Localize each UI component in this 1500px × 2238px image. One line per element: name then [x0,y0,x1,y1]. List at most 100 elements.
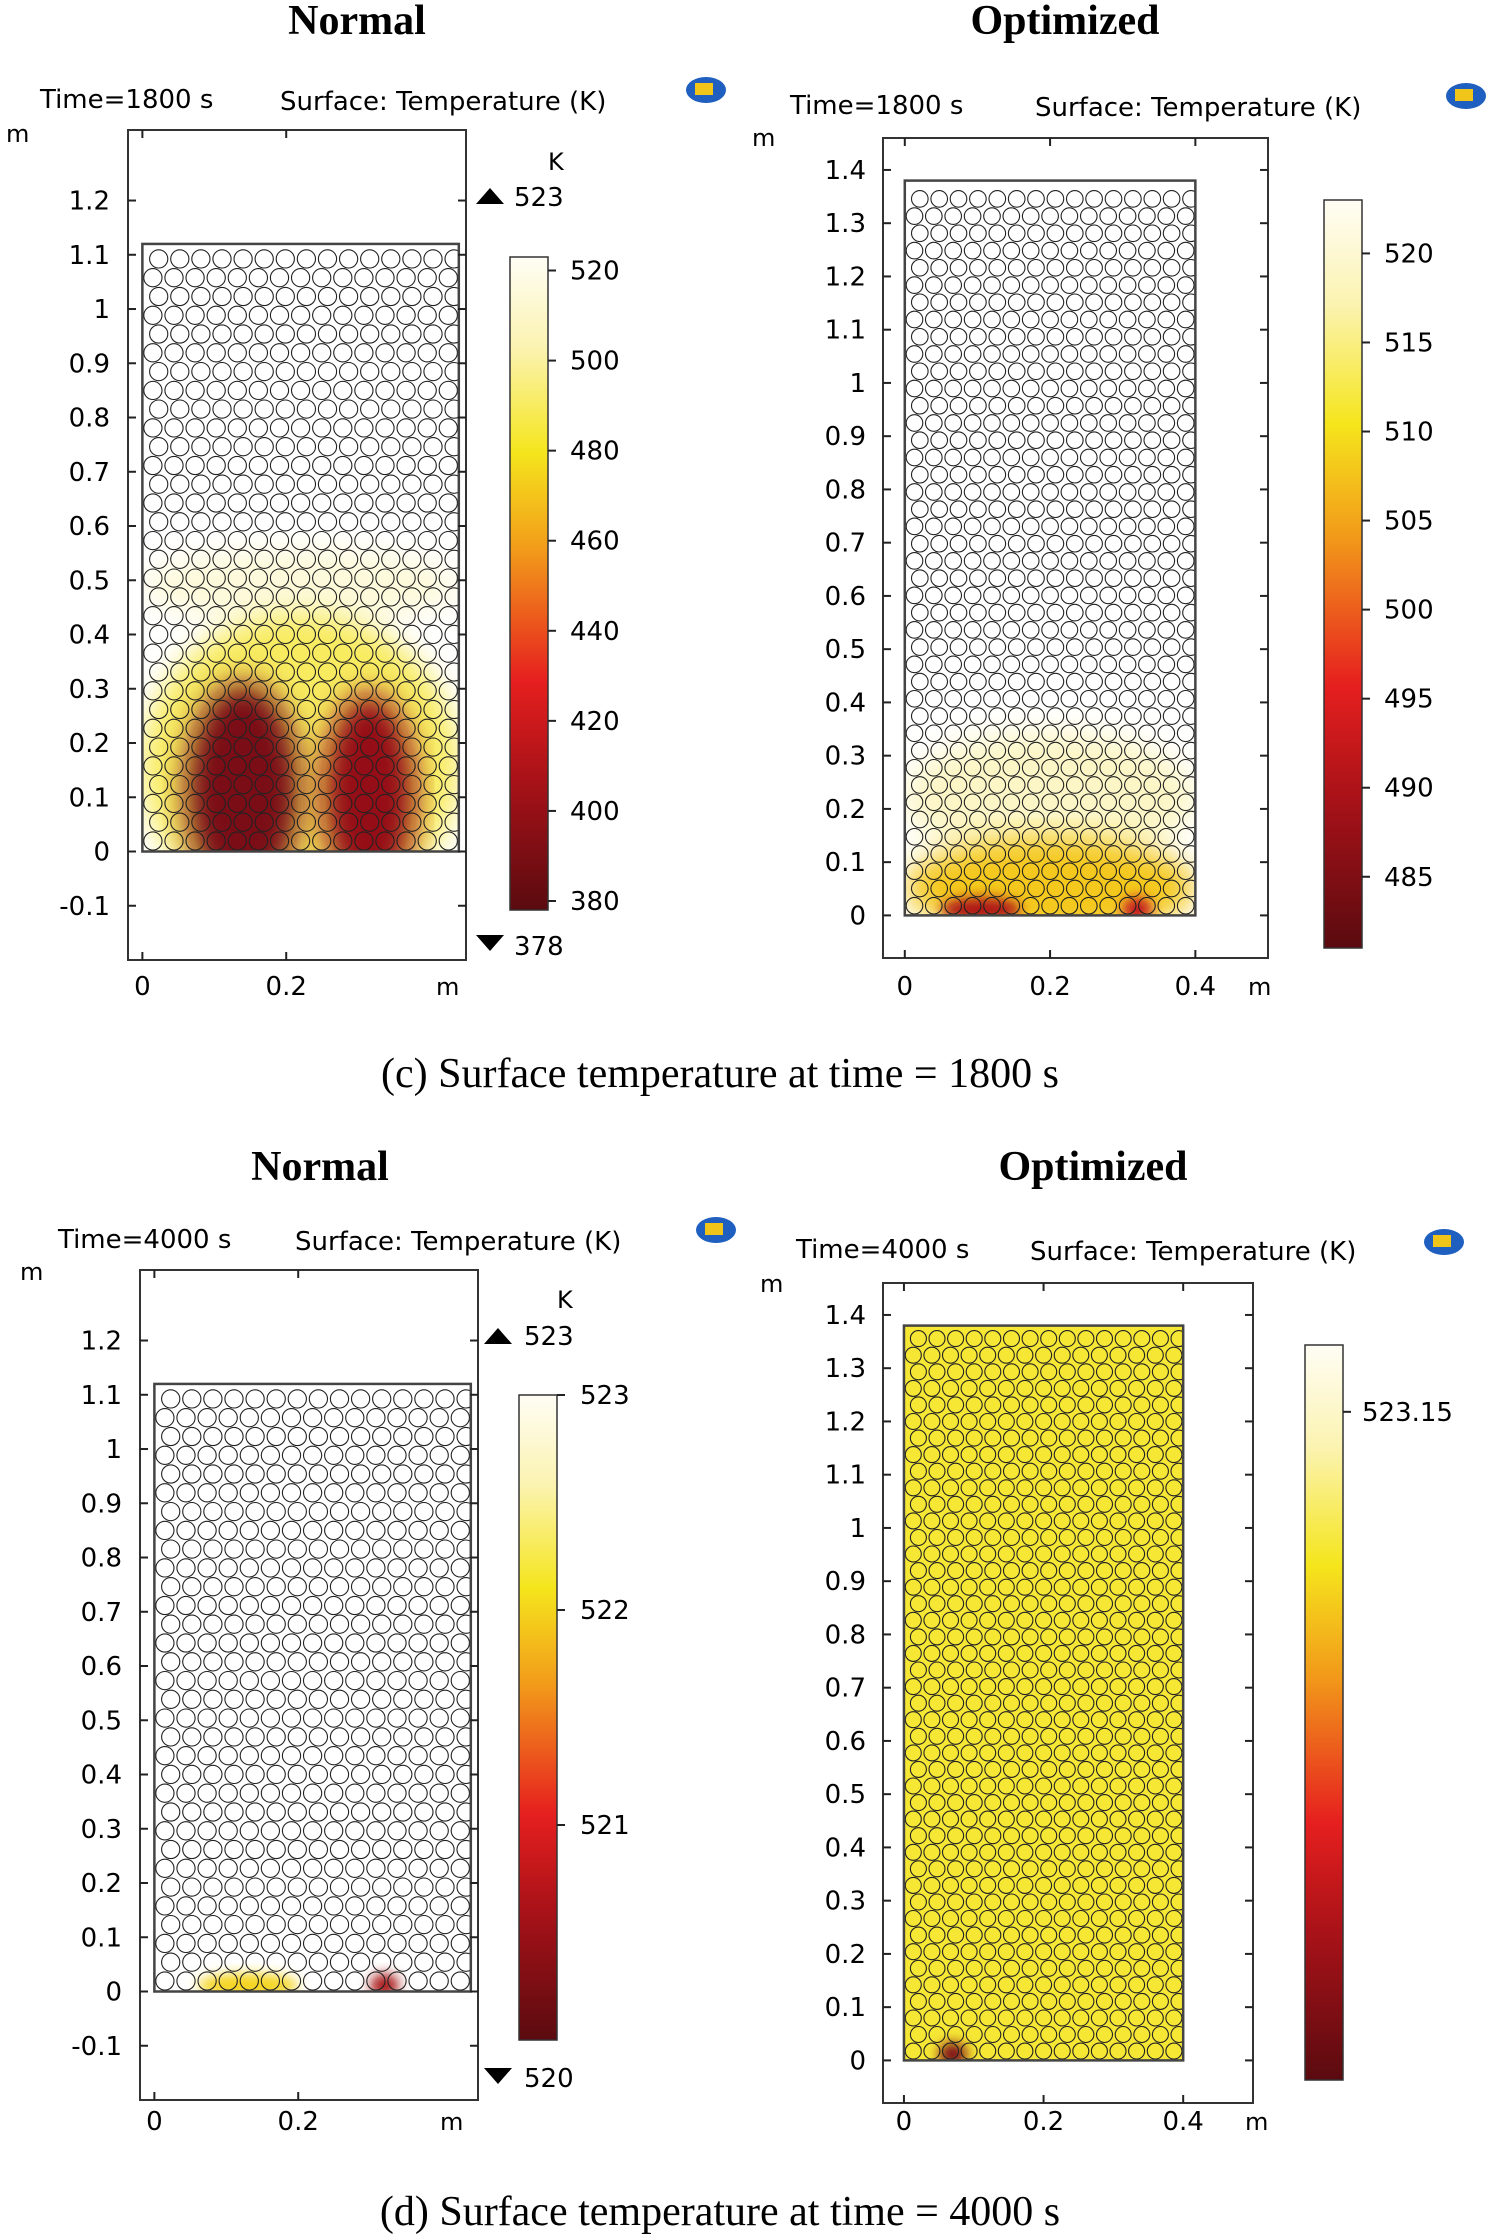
particle [248,455,269,476]
particle [233,324,253,344]
particle [387,1971,407,1991]
particle [1176,414,1195,432]
particle [317,737,338,757]
particle [1128,1876,1146,1894]
particle [909,1992,927,2010]
particle [1027,327,1045,346]
particle [281,1858,302,1878]
particle [302,1821,323,1841]
particle [1146,1578,1164,1596]
particle [909,1694,927,1712]
particle [312,268,332,288]
particle [1002,1628,1021,1646]
particle [1109,1711,1127,1729]
particle [924,310,943,329]
particle [266,1727,286,1747]
particle [1072,1578,1090,1596]
comsol-logo-icon [686,77,726,103]
particle [923,1512,941,1530]
particle [248,756,269,776]
particle [944,448,963,467]
particle [197,1595,217,1616]
particle [997,1644,1015,1662]
particle [345,1558,365,1578]
particle [941,1479,960,1497]
particle [212,399,232,419]
particle [1176,276,1195,294]
particle [1035,1843,1053,1861]
particle [429,1821,449,1841]
particle [947,1827,965,1845]
x-unit-label-d-optimized: m [1245,2108,1268,2136]
particle [149,324,169,344]
particle [329,1652,350,1672]
particle [227,530,247,551]
particle [983,724,1001,743]
particle [218,1933,238,1954]
particle [287,1952,307,1972]
particle [354,793,374,814]
particle [1162,776,1181,794]
particle [909,1495,927,1513]
particle [909,1959,927,1977]
particle [212,249,232,269]
particle [1016,1512,1034,1530]
particle [191,662,211,682]
particle [333,831,353,851]
particle [965,1926,983,1944]
particle [360,737,380,757]
particle [997,1446,1015,1464]
particle [1099,655,1118,674]
particle [1027,879,1045,898]
particle [212,662,232,682]
particle [456,1389,471,1409]
x-tick-label: 0.2 [1029,972,1070,1002]
particle [387,1445,407,1465]
particle [997,1512,1015,1530]
particle [366,1520,386,1541]
particle [1053,1711,1071,1729]
particle [203,1914,223,1935]
particle [417,305,437,325]
chart-d-normal: Normal Time=4000 s Surface: Temperature … [20,1144,736,2137]
particle [1002,1528,1021,1547]
particle [1114,1727,1132,1745]
particle [1182,500,1196,519]
colorbar-unit-d-normal: K [557,1286,574,1314]
particle [924,517,943,536]
particle [1157,448,1176,467]
particle [944,655,963,674]
particle [1133,1330,1151,1348]
particle [1118,724,1137,743]
particle [143,305,163,325]
particle [1079,448,1098,467]
particle [960,1479,978,1497]
particle [949,603,968,622]
particle [164,681,184,701]
particle [905,724,924,743]
particle [275,324,295,344]
particle [296,286,317,307]
particle [988,672,1007,691]
particle [1040,1760,1058,1778]
particle [350,1839,371,1860]
particle [1124,879,1142,898]
particle [164,455,184,476]
particle [947,1860,965,1878]
particle [333,793,353,814]
particle [1176,896,1195,915]
particle [1162,362,1181,381]
particle [354,718,374,738]
y-tick-label: -0.1 [71,2032,122,2062]
particle [904,1976,922,1994]
particle [224,1877,244,1897]
particle [414,1577,434,1597]
particle [1124,362,1142,381]
particle [1118,345,1137,363]
particle [450,1783,470,1803]
particle [1165,1412,1183,1431]
particle [1182,845,1196,863]
particle [170,286,190,307]
particle [164,268,184,288]
